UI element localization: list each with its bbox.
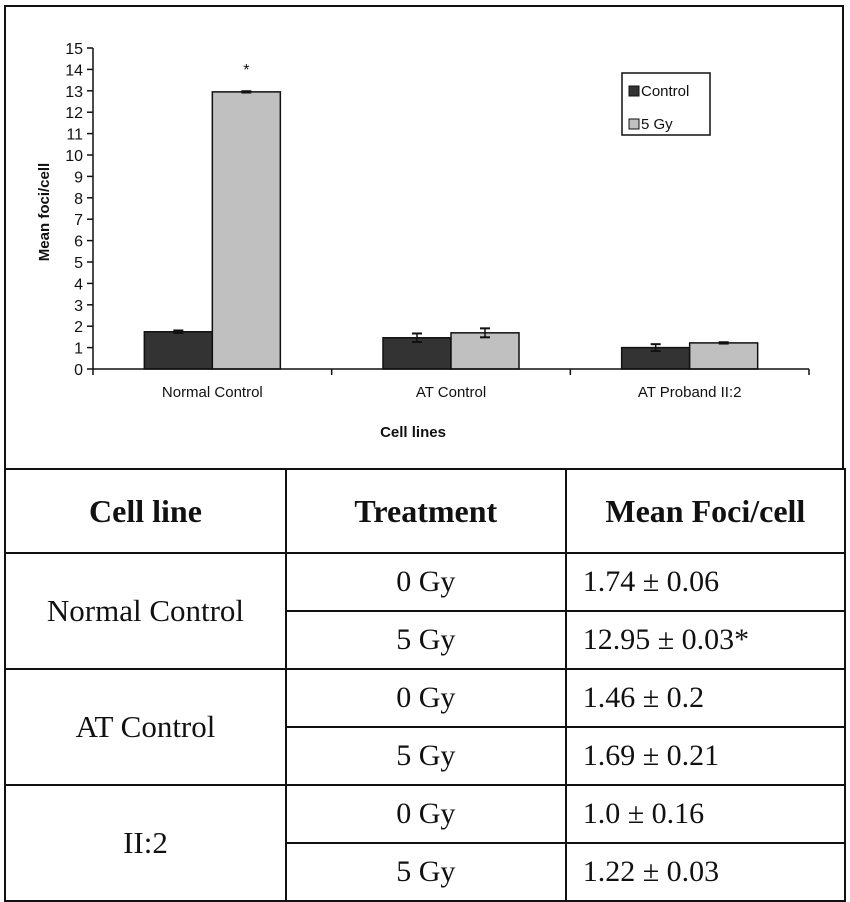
results-table: Cell line Treatment Mean Foci/cell Norma… (4, 468, 847, 902)
table-row: II:2 0 Gy 1.0 ± 0.16 (4, 784, 847, 902)
y-tick-label: 0 (74, 362, 83, 379)
y-tick-label: 9 (74, 169, 83, 186)
error-bar (241, 90, 252, 94)
bars: * (143, 62, 759, 370)
significance-asterisk: * (243, 62, 249, 79)
bar-5-gy (211, 91, 282, 370)
legend-label-control: Control (641, 83, 689, 100)
bar-5-gy (688, 342, 759, 370)
y-tick-label: 5 (74, 255, 83, 272)
error-bar (718, 341, 729, 345)
table-row: 5 Gy 1.69 ± 0.21 (5, 726, 847, 786)
mean-foci-cell: 1.0 ± 0.16 (564, 784, 847, 844)
header-cell-line: Cell line (4, 468, 287, 554)
y-tick-label: 10 (65, 148, 83, 165)
legend-label-5gy: 5 Gy (641, 116, 673, 133)
treatment-cell: 5 Gy (284, 726, 567, 786)
cell-line-name: II:2 (4, 784, 287, 902)
y-tick-label: 13 (65, 84, 83, 101)
mean-foci-cell: 12.95 ± 0.03* (564, 610, 847, 670)
legend-swatch-control (628, 85, 640, 97)
bar-5-gy (450, 332, 520, 370)
mean-foci-cell: 1.74 ± 0.06 (564, 552, 847, 612)
y-tick-label: 3 (74, 298, 83, 315)
table-row: 5 Gy 1.22 ± 0.03 (5, 842, 847, 902)
cell-line-name: Normal Control (4, 552, 287, 670)
treatment-cell: 5 Gy (284, 610, 567, 670)
treatment-cell: 5 Gy (284, 842, 567, 902)
x-tick-label: AT Proband II:2 (638, 384, 742, 401)
x-tick-label: Normal Control (162, 384, 263, 401)
y-tick-label: 15 (65, 41, 83, 58)
table-row: 5 Gy 12.95 ± 0.03* (5, 610, 847, 670)
mean-foci-cell: 1.22 ± 0.03 (564, 842, 847, 902)
axes (92, 48, 810, 375)
error-bar (480, 327, 490, 339)
y-tick-label: 4 (74, 276, 83, 293)
table-row: AT Control 0 Gy 1.46 ± 0.2 (4, 668, 847, 786)
x-tick-label: AT Control (416, 384, 486, 401)
table-header-row: Cell line Treatment Mean Foci/cell (4, 468, 847, 554)
y-tick-label: 1 (74, 341, 83, 358)
chart-frame: 0 1 2 3 4 5 6 7 8 9 10 11 12 13 14 15 * Normal Control A… (4, 5, 844, 469)
bar-control (143, 331, 214, 370)
y-axis-title: Mean foci/cell (36, 163, 53, 261)
treatment-cell: 0 Gy (284, 552, 567, 612)
treatment-cell: 0 Gy (284, 784, 567, 844)
mean-foci-cell: 1.46 ± 0.2 (564, 668, 847, 728)
error-bar (412, 332, 422, 344)
error-bar (173, 329, 184, 335)
y-tick-label: 6 (74, 234, 83, 251)
legend-swatch-5gy (628, 118, 640, 130)
y-tick-label: 14 (65, 62, 83, 79)
y-tick-label: 7 (74, 212, 83, 229)
legend: Control 5 Gy (621, 72, 711, 136)
y-tick-label: 8 (74, 191, 83, 208)
y-tick-label: 11 (66, 127, 83, 144)
x-axis-title: Cell lines (380, 424, 446, 441)
y-tick-label: 2 (74, 319, 83, 336)
x-axis-labels: Normal Control AT Control AT Proband II:2 (162, 384, 742, 401)
header-mean-foci: Mean Foci/cell (564, 468, 847, 554)
table-row: Normal Control 0 Gy 1.74 ± 0.06 (4, 552, 847, 670)
cell-line-name: AT Control (4, 668, 287, 786)
error-bar (650, 343, 661, 353)
y-tick-label: 12 (65, 105, 83, 122)
treatment-cell: 0 Gy (284, 668, 567, 728)
header-treatment: Treatment (284, 468, 567, 554)
mean-foci-cell: 1.69 ± 0.21 (564, 726, 847, 786)
